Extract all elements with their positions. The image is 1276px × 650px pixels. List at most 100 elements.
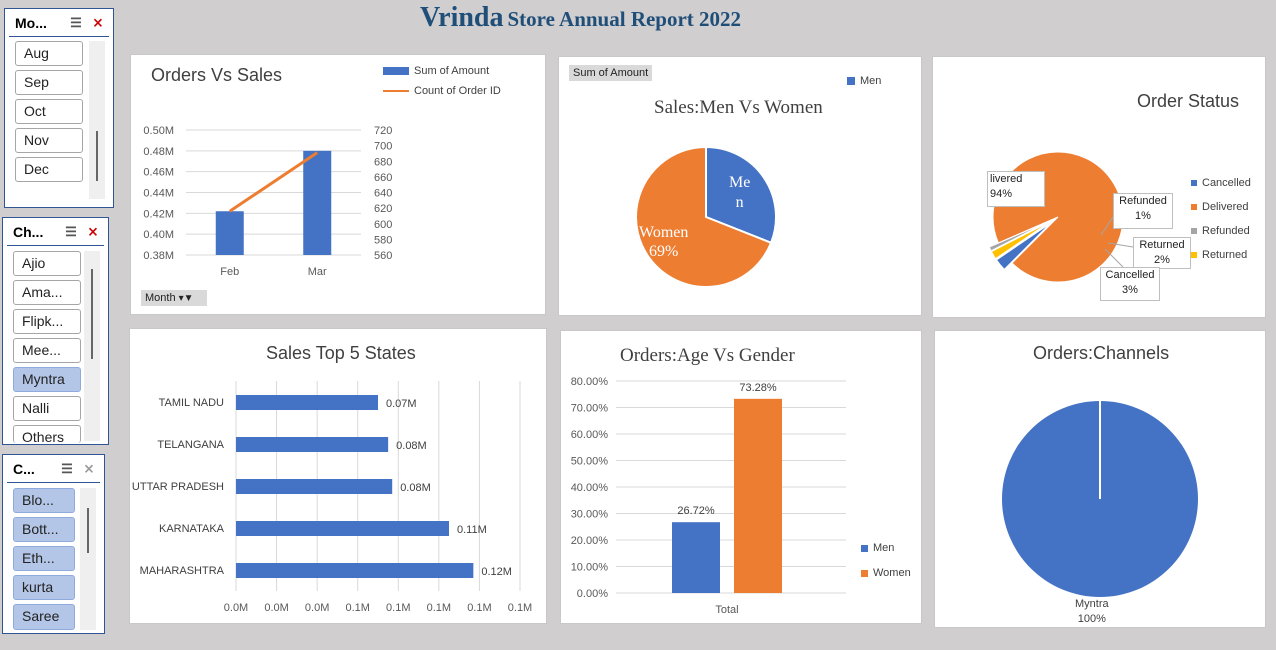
y-tick: 50.00% [571, 456, 609, 468]
callout-leader-returned [1107, 242, 1134, 248]
pie-slice-returned [990, 221, 1050, 260]
y-left-tick: 0.44M [143, 188, 174, 200]
y-tick: 20.00% [571, 535, 609, 547]
bar-telangana [236, 437, 389, 452]
slicer-item-blouse[interactable]: Blo... [13, 488, 75, 513]
panel-title: Sales:Men Vs Women [654, 97, 823, 118]
y-tick: 70.00% [571, 403, 609, 415]
slicer-item-amazon[interactable]: Ama... [13, 280, 81, 305]
category-slicer-scrollbar[interactable] [80, 488, 96, 630]
pie-slice-cancelled [995, 222, 1051, 271]
category-slicer-label: C... [13, 460, 35, 477]
pie-label-women-pct: 69% [649, 243, 679, 260]
legend-label: Cancelled [1202, 177, 1251, 189]
bar-tamil-nadu [236, 395, 378, 410]
slicer-item-saree[interactable]: Saree [13, 604, 75, 630]
legend-men: Men [847, 75, 881, 87]
slicer-item-ethnic[interactable]: Eth... [13, 546, 75, 571]
data-label: 0.07M [386, 398, 417, 410]
pie-label-myntra-pct: 100% [1077, 613, 1106, 625]
pie-slice-men [705, 145, 777, 245]
x-tick: Feb [220, 266, 239, 278]
legend-label: Count of Order ID [414, 85, 501, 97]
scroll-thumb[interactable] [87, 508, 89, 553]
channel-slicer-scrollbar[interactable] [84, 251, 100, 441]
month-slicer-scrollbar[interactable] [89, 41, 105, 199]
x-tick: Total [715, 604, 738, 616]
sum-of-amount-tag[interactable]: Sum of Amount [569, 65, 653, 81]
x-tick: 0.1M [508, 602, 532, 614]
callout-refunded-pct: 1% [1135, 210, 1151, 222]
category-label: TAMIL NADU [159, 397, 224, 409]
slicer-item-oct[interactable]: Oct [15, 99, 83, 124]
y-right-tick: 660 [374, 172, 392, 184]
slicer-item-ajio[interactable]: Ajio [13, 251, 81, 276]
slicer-item-aug[interactable]: Aug [15, 41, 83, 66]
category-label: UTTAR PRADESH [132, 481, 224, 493]
multi-select-icon[interactable]: ☰ [61, 460, 73, 476]
report-title-word: Vrinda [420, 2, 504, 33]
slicer-item-bottom[interactable]: Bott... [13, 517, 75, 542]
data-label: 73.28% [739, 382, 777, 394]
slicer-item-kurta[interactable]: kurta [13, 575, 75, 600]
channel-slicer-header: Ch... ☰ ⨯ [7, 218, 104, 246]
sales-gender-pie [635, 145, 777, 288]
category-slicer: C... ☰ ⨯ Blo... Bott... Eth... kurta Sar… [2, 454, 105, 634]
bar-feb [215, 211, 244, 255]
y-tick: 40.00% [571, 482, 609, 494]
clear-filter-icon[interactable]: ⨯ [83, 460, 95, 476]
legend-sum-of-amount: Sum of Amount [383, 65, 489, 77]
callout-returned-pct: 2% [1154, 254, 1170, 266]
sales-gender-panel[interactable]: Sum of Amount Men Sales:Men Vs Women Me … [558, 56, 922, 316]
slicer-item-nalli[interactable]: Nalli [13, 396, 81, 421]
slicer-item-others[interactable]: Others [13, 425, 81, 443]
slicer-item-myntra[interactable]: Myntra [13, 367, 81, 392]
multi-select-icon[interactable]: ☰ [70, 14, 82, 30]
month-slicer: Mo... ☰ ⨯ Aug Sep Oct Nov Dec [4, 8, 114, 208]
y-right-tick: 580 [374, 234, 392, 246]
filter-dropdown-icon[interactable]: ▾▼ [178, 293, 194, 304]
callout-cancelled: Cancelled 3% [1100, 267, 1160, 301]
channel-slicer-label: Ch... [13, 223, 44, 240]
pie-slice-refunded [988, 220, 1050, 252]
pie-label-women: Women 69% [639, 223, 688, 261]
clear-filter-icon[interactable]: ⨯ [87, 223, 99, 239]
orders-vs-sales-panel[interactable]: Orders Vs Sales Sum of Amount Count of O… [130, 54, 546, 315]
y-right-tick: 700 [374, 141, 392, 153]
legend-delivered: Delivered [1191, 201, 1248, 213]
panel-title: Sales Top 5 States [266, 343, 416, 363]
y-right-tick: 680 [374, 156, 392, 168]
category-label: KARNATAKA [159, 523, 225, 535]
report-title-rest: Store Annual Report 2022 [507, 7, 742, 31]
y-left-tick: 0.50M [143, 125, 174, 137]
slicer-item-dec[interactable]: Dec [15, 157, 83, 182]
data-label: 0.12M [481, 566, 512, 578]
report-title: Vrinda Store Annual Report 2022 [420, 2, 741, 34]
panel-title: Order Status [1137, 91, 1240, 111]
month-filter-button[interactable]: Month ▾▼ [141, 290, 207, 306]
legend-men: Men [861, 542, 894, 554]
top-states-panel[interactable]: Sales Top 5 States 0.0M 0.0M 0.0M 0.1M 0.1M 0… [129, 328, 547, 624]
orders-vs-sales-chart: 0.50M 0.48M 0.46M 0.44M 0.42M 0.40M 0.38M 720 70… [143, 125, 392, 278]
line-count-of-order-id [228, 151, 319, 213]
legend-label: Returned [1202, 249, 1248, 261]
order-status-panel[interactable]: Order Status livered 94% Refunded 1% Ret… [932, 56, 1266, 318]
scroll-thumb[interactable] [96, 131, 98, 181]
callout-returned-name: Returned [1139, 239, 1185, 251]
callout-cancelled-name: Cancelled [1105, 269, 1155, 281]
bar-maharashtra [236, 563, 474, 578]
scroll-thumb[interactable] [91, 269, 93, 359]
x-tick: 0.0M [264, 602, 288, 614]
channels-panel[interactable]: Orders:Channels Myntra 100% [934, 330, 1266, 628]
clear-filter-icon[interactable]: ⨯ [92, 14, 104, 30]
slicer-item-nov[interactable]: Nov [15, 128, 83, 153]
slicer-item-flipkart[interactable]: Flipk... [13, 309, 81, 334]
age-gender-chart: 80.00% 70.00% 60.00% 50.00% 40.00% 30.00% 20.0… [571, 376, 846, 616]
slicer-item-meesho[interactable]: Mee... [13, 338, 81, 363]
x-tick: 0.1M [345, 602, 369, 614]
y-right-tick: 600 [374, 219, 392, 231]
age-gender-panel[interactable]: Orders:Age Vs Gender 80.00% 70.00% 60.00% 5… [560, 330, 922, 624]
callout-leader-cancelled [1104, 248, 1124, 268]
multi-select-icon[interactable]: ☰ [65, 223, 77, 239]
slicer-item-sep[interactable]: Sep [15, 70, 83, 95]
